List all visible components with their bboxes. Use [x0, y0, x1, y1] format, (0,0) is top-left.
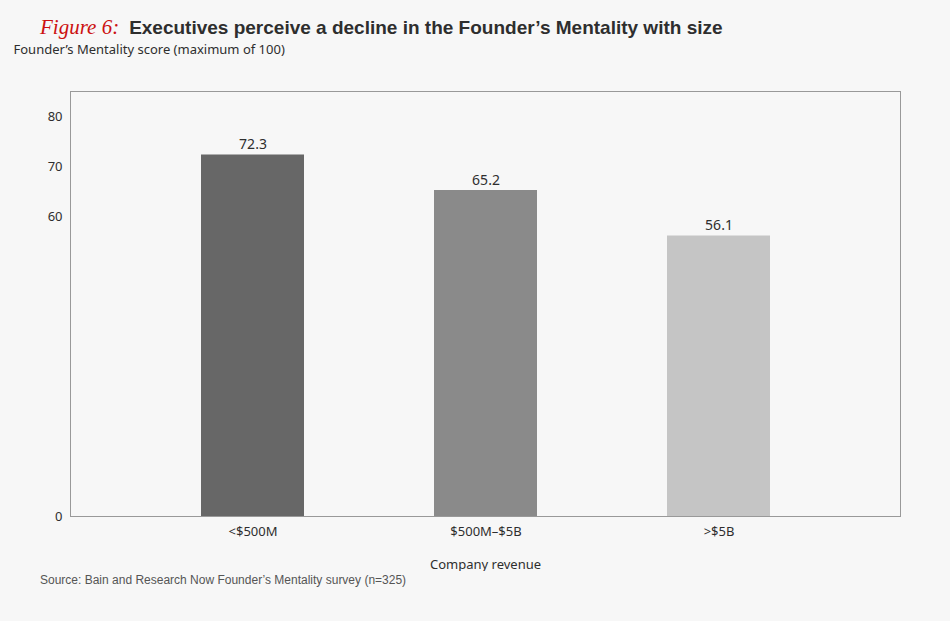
svg-text:70: 70 [48, 157, 63, 175]
svg-text:56.1: 56.1 [705, 215, 733, 234]
svg-text:60: 60 [48, 207, 63, 225]
html-text:Figure 6:: Figure 6: [40, 15, 120, 39]
html-text:Executives perceive a decline: Executives perceive a decline in the Fou… [129, 17, 723, 38]
svg-text:$500M–$5B: $500M–$5B [450, 522, 521, 540]
svg-text:65.2: 65.2 [472, 170, 500, 189]
svg-text:<$500M: <$500M [229, 522, 278, 540]
svg-text:Company revenue: Company revenue [430, 555, 541, 572]
svg-text:Founder’s Mentality score (max: Founder’s Mentality score (maximum of 10… [14, 41, 285, 58]
html-text:Source: Bain and Research Now: Source: Bain and Research Now Founder’s … [40, 573, 407, 587]
svg-text:>$5B: >$5B [704, 522, 735, 540]
svg-text:80: 80 [48, 107, 63, 125]
svg-text:72.3: 72.3 [239, 134, 267, 153]
svg-text:0: 0 [55, 507, 62, 525]
